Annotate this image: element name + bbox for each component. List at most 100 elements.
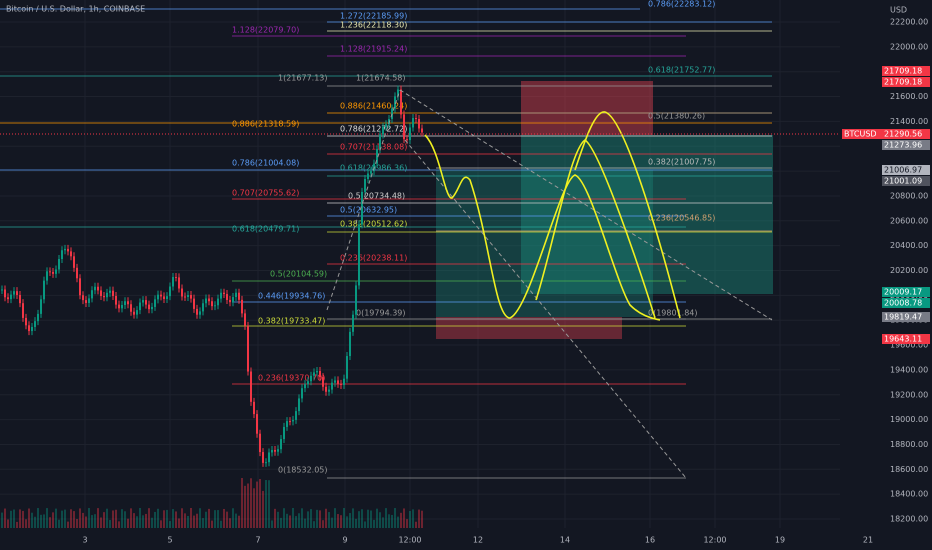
candle-body [55,269,57,274]
candle-body [94,286,96,291]
volume-bar [169,521,171,528]
candle-body [145,300,147,305]
volume-bar [394,508,396,528]
volume-bar [37,508,39,528]
candle-body [235,292,237,298]
fib-label: 0.236(20238.11) [340,254,407,263]
candle-body [7,297,9,300]
volume-bar [229,518,231,528]
candle-body [313,372,315,376]
price-tag [882,176,930,186]
candle-body [310,375,312,382]
volume-bar [178,518,180,528]
price-tag [882,66,930,76]
volume-bar [34,516,36,528]
volume-bar [106,508,108,528]
candle-body [64,248,66,251]
price-tag [882,165,930,175]
candle-body [409,127,411,141]
candle-body [250,371,252,402]
fib-label: 0(19794.39) [356,309,406,318]
volume-bar [355,518,357,528]
volume-bar [112,510,114,528]
price-label: 18600.00 [890,465,928,474]
candle-body [130,304,132,312]
volume-bar [256,481,258,528]
candle-body [136,310,138,315]
candle-body [67,248,69,252]
price-tag [882,298,930,308]
fib-label: 0.5(21380.26) [648,112,705,121]
volume-bar [349,513,351,528]
volume-bar [82,512,84,528]
volume-bar [40,514,42,528]
candle-body [220,292,222,299]
volume-bar [103,512,105,528]
candle-body [115,295,117,305]
volume-bar [61,510,63,528]
fib-label: 0.446(19934.76) [258,292,325,301]
fib-label: 0.236(19370.70) [258,374,325,383]
candle-body [229,299,231,303]
trend-line [404,139,687,479]
candle-body [331,382,333,390]
volume [1,478,423,528]
volume-bar [406,519,408,528]
price-tag [882,287,930,297]
price-tag [882,140,930,150]
candle-body [274,450,276,452]
fib-label: 0.5(20104.59) [270,270,327,279]
candle-body [61,250,63,260]
volume-bar [43,514,45,528]
candle-body [241,299,243,314]
candle-body [232,297,234,303]
projection [574,111,681,319]
price-tag-text: 21006.97 [884,166,922,175]
candle-body [172,277,174,287]
volume-bar [211,520,213,528]
volume-bar [391,514,393,528]
volume-bar [19,509,21,528]
candle-body [418,118,420,129]
candle-body [319,371,321,378]
price-label: 20400.00 [890,241,928,250]
volume-bar [58,519,60,528]
candle-body [283,426,285,440]
volume-bar [4,508,6,528]
volume-bar [25,519,27,528]
candle-body [70,251,72,257]
volume-bar [151,517,153,528]
price-label: 22200.00 [890,18,928,27]
volume-bar [46,508,48,528]
price-label: 20600.00 [890,216,928,225]
volume-bar [28,508,30,528]
fib-label: 1.236(22118.30) [340,21,407,30]
candle-body [271,450,273,453]
time-label: 16 [645,536,655,545]
candle-body [46,271,48,281]
candle-body [58,259,60,270]
candle-body [385,124,387,127]
candle-body [52,271,54,274]
fib-label: 0.5(20632.95) [340,206,397,215]
candle-body [214,305,216,307]
volume-bar [295,516,297,528]
volume-bar [319,510,321,528]
volume-bar [418,509,420,528]
candle-body [13,291,15,295]
volume-bar [52,512,54,528]
volume-bar [127,518,129,528]
volume-bar [334,508,336,528]
volume-bar [277,511,279,528]
volume-bar [226,511,228,528]
price-tag-text: 21273.96 [884,141,922,150]
candle-body [10,294,12,300]
volume-bar [301,508,303,528]
volume-bar [322,520,324,528]
fib-label: 0.382(20512.62) [340,220,407,229]
target-zone [521,135,773,294]
price-tag-text: 21709.18 [884,78,922,87]
volume-bar [67,521,69,528]
volume-bar [184,513,186,528]
volume-bar [250,478,252,528]
